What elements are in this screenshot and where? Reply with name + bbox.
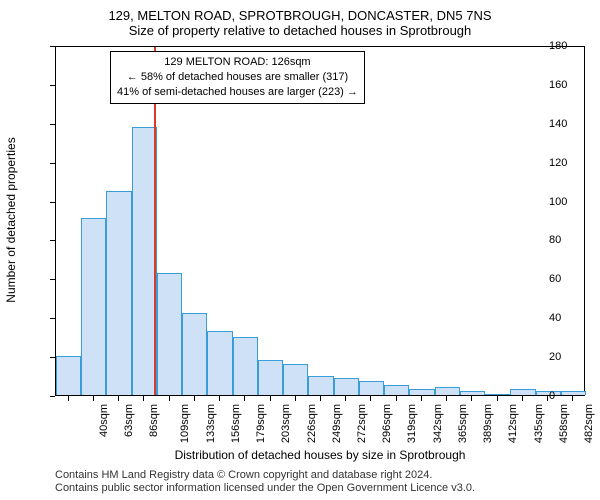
histogram-bar [106, 191, 131, 395]
x-tick-label: 86sqm [148, 404, 160, 437]
x-tick-label: 435sqm [533, 404, 545, 443]
y-tick-mark [50, 85, 55, 86]
histogram-bar [359, 381, 384, 395]
credits: Contains HM Land Registry data © Crown c… [55, 469, 475, 497]
x-tick-label: 389sqm [482, 404, 494, 443]
y-tick-mark [50, 279, 55, 280]
x-tick-label: 412sqm [508, 404, 520, 443]
x-tick-mark [522, 396, 523, 401]
histogram-bar [460, 391, 485, 395]
x-tick-label: 179sqm [255, 404, 267, 443]
histogram-bar [207, 331, 232, 395]
x-tick-label: 319sqm [407, 404, 419, 443]
chart-container: 129, MELTON ROAD, SPROTBROUGH, DONCASTER… [0, 0, 600, 500]
histogram-bar [233, 337, 258, 395]
x-tick-label: 249sqm [331, 404, 343, 443]
histogram-bar [435, 387, 460, 395]
y-axis-label: Number of detached properties [4, 120, 18, 320]
x-tick-mark [93, 396, 94, 401]
x-tick-mark [547, 396, 548, 401]
y-tick-mark [50, 396, 55, 397]
chart-subtitle: Size of property relative to detached ho… [0, 23, 600, 40]
chart-title: 129, MELTON ROAD, SPROTBROUGH, DONCASTER… [0, 0, 600, 23]
x-tick-label: 458sqm [558, 404, 570, 443]
y-tick-label: 160 [549, 79, 596, 91]
x-axis-label: Distribution of detached houses by size … [55, 448, 585, 462]
histogram-bar [157, 273, 182, 396]
histogram-bar [56, 356, 81, 395]
x-tick-mark [118, 396, 119, 401]
histogram-bar [258, 360, 283, 395]
x-tick-label: 272sqm [356, 404, 368, 443]
y-tick-label: 80 [549, 234, 596, 246]
x-tick-label: 40sqm [98, 404, 110, 437]
y-tick-mark [50, 357, 55, 358]
info-line-2: ← 58% of detached houses are smaller (31… [117, 70, 358, 85]
histogram-bar [81, 218, 106, 395]
x-tick-mark [295, 396, 296, 401]
y-tick-label: 60 [549, 273, 596, 285]
histogram-bar [308, 376, 333, 395]
x-tick-mark [143, 396, 144, 401]
x-tick-mark [572, 396, 573, 401]
y-tick-mark [50, 240, 55, 241]
credits-line-1: Contains HM Land Registry data © Crown c… [55, 469, 475, 483]
y-tick-mark [50, 163, 55, 164]
x-tick-label: 203sqm [280, 404, 292, 443]
x-tick-mark [68, 396, 69, 401]
x-tick-mark [244, 396, 245, 401]
x-tick-label: 365sqm [457, 404, 469, 443]
x-tick-mark [396, 396, 397, 401]
info-line-1: 129 MELTON ROAD: 126sqm [117, 55, 358, 70]
credits-line-2: Contains public sector information licen… [55, 482, 475, 496]
y-tick-mark [50, 202, 55, 203]
y-tick-mark [50, 46, 55, 47]
x-tick-label: 109sqm [179, 404, 191, 443]
info-box: 129 MELTON ROAD: 126sqm ← 58% of detache… [110, 51, 365, 104]
x-tick-mark [497, 396, 498, 401]
y-tick-label: 20 [549, 351, 596, 363]
x-tick-mark [421, 396, 422, 401]
x-tick-mark [169, 396, 170, 401]
histogram-bar [384, 385, 409, 395]
y-tick-mark [50, 124, 55, 125]
y-tick-label: 140 [549, 118, 596, 130]
x-tick-mark [471, 396, 472, 401]
x-tick-label: 296sqm [381, 404, 393, 443]
x-tick-label: 226sqm [306, 404, 318, 443]
histogram-bar [283, 364, 308, 395]
x-tick-label: 63sqm [123, 404, 135, 437]
histogram-bar [334, 378, 359, 396]
y-tick-label: 100 [549, 196, 596, 208]
info-line-3: 41% of semi-detached houses are larger (… [117, 85, 358, 100]
histogram-bar [485, 394, 510, 395]
y-tick-label: 40 [549, 312, 596, 324]
x-tick-label: 133sqm [205, 404, 217, 443]
x-tick-mark [194, 396, 195, 401]
x-tick-mark [345, 396, 346, 401]
histogram-bar [182, 313, 207, 395]
histogram-bar [510, 389, 535, 395]
y-tick-mark [50, 318, 55, 319]
x-tick-mark [219, 396, 220, 401]
y-tick-label: 180 [549, 40, 596, 52]
y-tick-label: 120 [549, 157, 596, 169]
x-tick-label: 342sqm [432, 404, 444, 443]
x-tick-mark [370, 396, 371, 401]
histogram-bar [409, 389, 434, 395]
x-tick-mark [446, 396, 447, 401]
x-tick-mark [320, 396, 321, 401]
x-tick-mark [270, 396, 271, 401]
x-tick-label: 482sqm [583, 404, 595, 443]
x-tick-label: 156sqm [230, 404, 242, 443]
